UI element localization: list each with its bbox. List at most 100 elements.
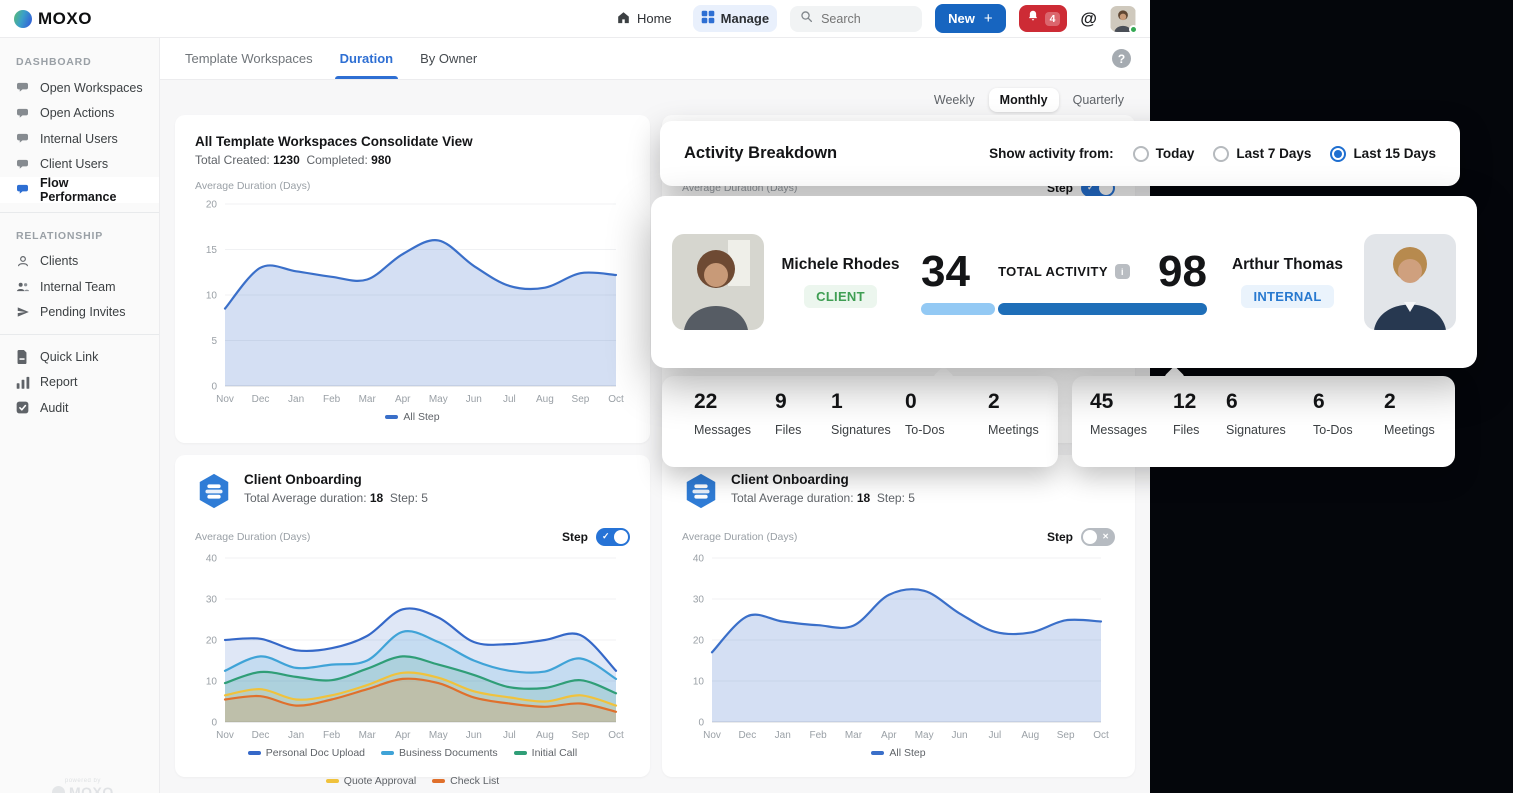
svg-text:Aug: Aug	[1021, 730, 1039, 741]
stat-files: 9 Files	[775, 391, 831, 467]
stat-label: Files	[775, 423, 802, 437]
svg-text:Apr: Apr	[881, 730, 897, 741]
powered-by-watermark: powered by MOXO	[52, 778, 114, 793]
tab-label: Duration	[339, 51, 394, 66]
client-onboarding-card-all-step: Client Onboarding Total Average duration…	[662, 455, 1135, 777]
stat-value: 1	[831, 390, 843, 413]
legend-item: Business Documents	[381, 747, 498, 759]
svg-text:Dec: Dec	[738, 730, 756, 741]
svg-text:Apr: Apr	[395, 394, 411, 405]
new-button[interactable]: New +	[935, 4, 1006, 33]
card-title: Client Onboarding	[731, 472, 849, 487]
sidebar-item-client-users[interactable]: Client Users	[0, 152, 159, 178]
svg-text:0: 0	[211, 718, 217, 729]
tab-template-workspaces[interactable]: Template Workspaces	[185, 38, 313, 79]
sidebar-item-label: Pending Invites	[40, 305, 126, 320]
svg-text:Jan: Jan	[775, 730, 791, 741]
stat-files: 12 Files	[1173, 391, 1226, 467]
total-activity-block: 34 TOTAL ACTIVITY i 98	[917, 246, 1211, 315]
card-subtitle: Total Average duration: 18 Step: 5	[244, 491, 428, 505]
svg-text:Mar: Mar	[359, 730, 377, 741]
notification-count-badge: 4	[1044, 11, 1061, 26]
sidebar-item-label: Quick Link	[40, 349, 99, 364]
sidebar-item-report[interactable]: Report	[0, 370, 159, 396]
radio-label: Last 15 Days	[1353, 146, 1436, 161]
svg-text:Jul: Jul	[503, 394, 516, 405]
card-subtitle: Total Created: 1230 Completed: 980	[195, 153, 630, 167]
svg-text:Dec: Dec	[252, 730, 270, 741]
manage-grid-icon	[701, 10, 715, 27]
client-users-icon	[16, 157, 30, 171]
chart-legend: All Step	[682, 747, 1115, 759]
step-count-value: 5	[421, 491, 428, 505]
sidebar-item-clients[interactable]: Clients	[0, 249, 159, 275]
clients-person-icon	[16, 254, 30, 268]
moxo-logo-text: MOXO	[38, 8, 92, 28]
client-name: Michele Rhodes	[781, 256, 900, 273]
stat-todos: 0 To-Dos	[905, 391, 988, 467]
step-toggle[interactable]	[1081, 528, 1115, 546]
legend-swatch	[381, 751, 395, 755]
period-monthly[interactable]: Monthly	[988, 88, 1059, 112]
svg-text:20: 20	[693, 636, 705, 647]
sidebar-item-label: Client Users	[40, 157, 109, 172]
radio-last-7-days[interactable]: Last 7 Days	[1213, 145, 1312, 162]
bell-icon	[1026, 9, 1040, 28]
info-icon[interactable]: i	[1114, 264, 1130, 279]
user-avatar[interactable]	[1110, 5, 1138, 34]
search-box[interactable]	[790, 5, 923, 32]
radio-label: Last 7 Days	[1236, 146, 1312, 161]
step-toggle[interactable]	[596, 528, 630, 546]
client-activity-stats-card: 22 Messages 9 Files 1 Signatures 0 To-Do…	[662, 365, 1058, 467]
watermark-powered-by: powered by	[64, 778, 101, 784]
plus-icon: +	[983, 10, 993, 27]
onboarding-all-step-area-chart: 0 10 20 30 40 Nov Dec Jan Feb Mar Apr May Jun Jul Aug S…	[693, 554, 1109, 742]
stat-label: Meetings	[1384, 423, 1435, 437]
svg-text:Jan: Jan	[288, 730, 304, 741]
stat-label: Messages	[694, 423, 751, 437]
sidebar-item-flow-performance[interactable]: Flow Performance	[0, 176, 159, 204]
sidebar-item-label: Open Workspaces	[40, 80, 143, 95]
tab-duration[interactable]: Duration	[334, 38, 399, 79]
watermark-moxo-text: MOXO	[69, 784, 114, 793]
svg-text:Nov: Nov	[216, 394, 234, 405]
period-quarterly[interactable]: Quarterly	[1072, 93, 1124, 107]
svg-text:0: 0	[211, 382, 217, 393]
internal-team-icon	[16, 280, 30, 294]
legend-swatch	[385, 415, 399, 419]
sidebar-item-internal-team[interactable]: Internal Team	[0, 274, 159, 300]
sidebar-item-audit[interactable]: Audit	[0, 395, 159, 421]
sidebar-item-open-workspaces[interactable]: Open Workspaces	[0, 75, 159, 101]
tab-by-owner[interactable]: By Owner	[420, 38, 477, 79]
step-count-value: 5	[908, 491, 915, 505]
sidebar-item-internal-users[interactable]: Internal Users	[0, 126, 159, 152]
stat-todos: 6 To-Dos	[1313, 391, 1384, 467]
svg-text:40: 40	[693, 554, 705, 565]
svg-text:Mar: Mar	[845, 730, 863, 741]
svg-text:Mar: Mar	[359, 394, 377, 405]
sidebar-item-open-actions[interactable]: Open Actions	[0, 101, 159, 127]
help-icon[interactable]: ?	[1112, 49, 1131, 68]
sidebar-item-quick-link[interactable]: Quick Link	[0, 344, 159, 370]
sidebar-item-pending-invites[interactable]: Pending Invites	[0, 300, 159, 326]
legend-swatch	[432, 779, 446, 783]
manage-button[interactable]: Manage	[692, 5, 778, 32]
notifications-button[interactable]: 4	[1018, 5, 1068, 32]
radio-today[interactable]: Today	[1132, 145, 1194, 162]
client-badge: CLIENT	[804, 285, 877, 308]
sidebar-item-label: Internal Users	[40, 131, 118, 146]
radio-last-15-days[interactable]: Last 15 Days	[1330, 145, 1436, 162]
svg-text:Oct: Oct	[1093, 730, 1109, 741]
search-input[interactable]	[819, 10, 916, 27]
sidebar-section-dashboard: DASHBOARD	[16, 56, 92, 68]
home-button[interactable]: Home	[608, 5, 680, 33]
internal-activity-value: 98	[1158, 246, 1207, 296]
tooltip-caret-up	[1163, 365, 1186, 388]
stat-label: Messages	[1090, 423, 1147, 437]
period-weekly[interactable]: Weekly	[933, 93, 975, 107]
stat-label: Files	[1173, 423, 1200, 437]
moxo-logo-icon	[14, 9, 32, 28]
legend-swatch	[247, 751, 261, 755]
mentions-button[interactable]: @	[1080, 8, 1097, 28]
svg-text:Jun: Jun	[951, 730, 967, 741]
